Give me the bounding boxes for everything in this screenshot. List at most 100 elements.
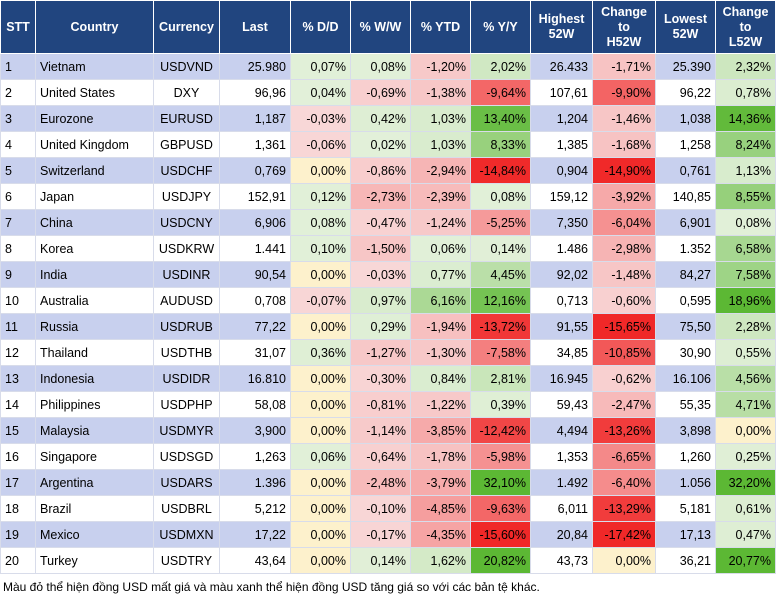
table-cell: 0,08% (290, 209, 351, 236)
table-cell: 0,08% (715, 209, 776, 236)
table-row: 7 China USDCNY 6,906 0,08% -0,47% -1,24% -5,25%… (0, 209, 776, 236)
table-cell: 6,901 (655, 209, 716, 236)
table-cell: USDCHF (153, 157, 220, 184)
table-cell: AUDUSD (153, 287, 220, 314)
table-cell: 2,32% (715, 53, 776, 80)
table-cell: 16.106 (655, 365, 716, 392)
table-cell: 1,13% (715, 157, 776, 184)
table-cell: 55,35 (655, 391, 716, 418)
table-cell: 0,84% (410, 365, 471, 392)
table-cell: 1.056 (655, 469, 716, 496)
table-cell: -9,63% (470, 495, 531, 522)
table-cell: 7,350 (530, 209, 593, 236)
header-cell: Currency (153, 0, 220, 54)
table-cell: 0,00% (290, 417, 351, 444)
table-cell: 0,08% (350, 53, 411, 80)
table-cell: -1,71% (592, 53, 656, 80)
table-cell: -0,86% (350, 157, 411, 184)
table-cell: 13,40% (470, 105, 531, 132)
header-cell: Lowest 52W (655, 0, 716, 54)
table-cell: -1,68% (592, 131, 656, 158)
table-cell: Thailand (35, 339, 154, 366)
table-cell: 2 (0, 79, 36, 106)
table-cell: 0,10% (290, 235, 351, 262)
table-cell: USDJPY (153, 183, 220, 210)
table-cell: USDKRW (153, 235, 220, 262)
table-cell: 1,263 (219, 443, 291, 470)
table-cell: -6,40% (592, 469, 656, 496)
table-cell: 0,04% (290, 79, 351, 106)
table-cell: GBPUSD (153, 131, 220, 158)
table-cell: 3,898 (655, 417, 716, 444)
footnote: Màu đỏ thể hiện đồng USD mất giá và màu … (3, 580, 540, 594)
table-cell: 43,64 (219, 547, 291, 574)
table-cell: 1,62% (410, 547, 471, 574)
table-cell: 0,708 (219, 287, 291, 314)
header-cell: % YTD (410, 0, 471, 54)
table-cell: 5,181 (655, 495, 716, 522)
table-cell: 26.433 (530, 53, 593, 80)
table-cell: 1.441 (219, 235, 291, 262)
table-cell: 1,260 (655, 443, 716, 470)
table-cell: -3,92% (592, 183, 656, 210)
table-cell: 1,03% (410, 131, 471, 158)
table-cell: USDTHB (153, 339, 220, 366)
table-cell: 0,00% (290, 313, 351, 340)
table-cell: -5,98% (470, 443, 531, 470)
table-row: 16 Singapore USDSGD 1,263 0,06% -0,64% -1,78% -… (0, 443, 776, 470)
table-cell: 0,07% (290, 53, 351, 80)
header-cell: Change to L52W (715, 0, 776, 54)
table-row: 19 Mexico USDMXN 17,22 0,00% -0,17% -4,35% -15,… (0, 521, 776, 548)
table-cell: 4,56% (715, 365, 776, 392)
table-cell: -15,65% (592, 313, 656, 340)
table-cell: 8,24% (715, 131, 776, 158)
table-cell: 4,494 (530, 417, 593, 444)
table-cell: 9 (0, 261, 36, 288)
table-cell: 152,91 (219, 183, 291, 210)
header-row: STT Country Currency Last% D/D% W/W% YTD% Y… (0, 0, 776, 54)
table-cell: -2,48% (350, 469, 411, 496)
table-cell: -0,17% (350, 521, 411, 548)
table-cell: Japan (35, 183, 154, 210)
table-cell: -0,62% (592, 365, 656, 392)
table-cell: -0,69% (350, 79, 411, 106)
table-cell: 0,06% (290, 443, 351, 470)
table-cell: -15,60% (470, 521, 531, 548)
table-cell: -1,78% (410, 443, 471, 470)
table-cell: -14,90% (592, 157, 656, 184)
table-cell: Philippines (35, 391, 154, 418)
table-cell: 20 (0, 547, 36, 574)
table-cell: 4 (0, 131, 36, 158)
table-cell: 0,02% (350, 131, 411, 158)
table-cell: 0,713 (530, 287, 593, 314)
table-cell: Korea (35, 235, 154, 262)
table-cell: -4,85% (410, 495, 471, 522)
table-cell: 1,03% (410, 105, 471, 132)
table-row: 13 Indonesia USDIDR 16.810 0,00% -0,30% 0,84% 2… (0, 365, 776, 392)
table-cell: 8,33% (470, 131, 531, 158)
table-cell: -1,38% (410, 79, 471, 106)
table-cell: 77,22 (219, 313, 291, 340)
table-cell: DXY (153, 79, 220, 106)
table-cell: 0,904 (530, 157, 593, 184)
table-cell: 18,96% (715, 287, 776, 314)
table-cell: 92,02 (530, 261, 593, 288)
table-cell: 0,00% (592, 547, 656, 574)
table-cell: USDRUB (153, 313, 220, 340)
table-cell: 0,47% (715, 521, 776, 548)
table-cell: -12,42% (470, 417, 531, 444)
table-cell: 14,36% (715, 105, 776, 132)
table-cell: 0,00% (290, 521, 351, 548)
table-row: 20 Turkey USDTRY 43,64 0,00% 0,14% 1,62% 20,82%… (0, 547, 776, 574)
table-cell: 0,29% (350, 313, 411, 340)
table-cell: -2,73% (350, 183, 411, 210)
table-cell: 0,00% (290, 365, 351, 392)
header-cell: STT (0, 0, 36, 54)
table-cell: 18 (0, 495, 36, 522)
table-cell: 0,06% (410, 235, 471, 262)
table-body: 1 Vietnam USDVND 25.980 0,07% 0,08% -1,20% 2,02… (0, 53, 776, 574)
table-cell: United Kingdom (35, 131, 154, 158)
table-cell: 0,55% (715, 339, 776, 366)
table-cell: 0,00% (290, 547, 351, 574)
table-cell: 25.390 (655, 53, 716, 80)
